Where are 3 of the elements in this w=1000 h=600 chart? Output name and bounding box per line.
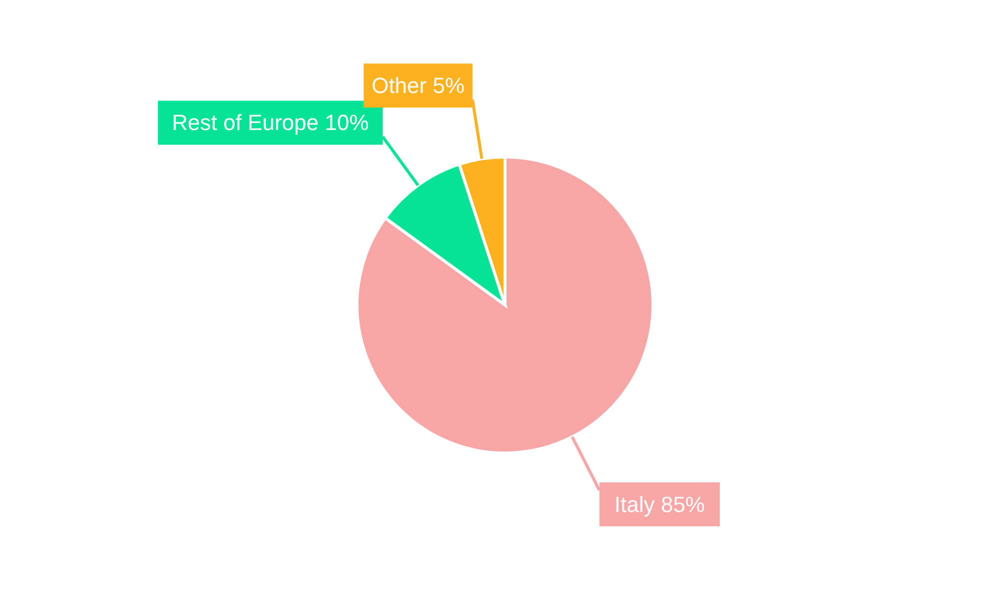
slice-label: Rest of Europe 10% bbox=[172, 110, 369, 136]
slice-label: Italy 85% bbox=[614, 492, 705, 517]
slice-label: Other 5% bbox=[372, 73, 465, 98]
